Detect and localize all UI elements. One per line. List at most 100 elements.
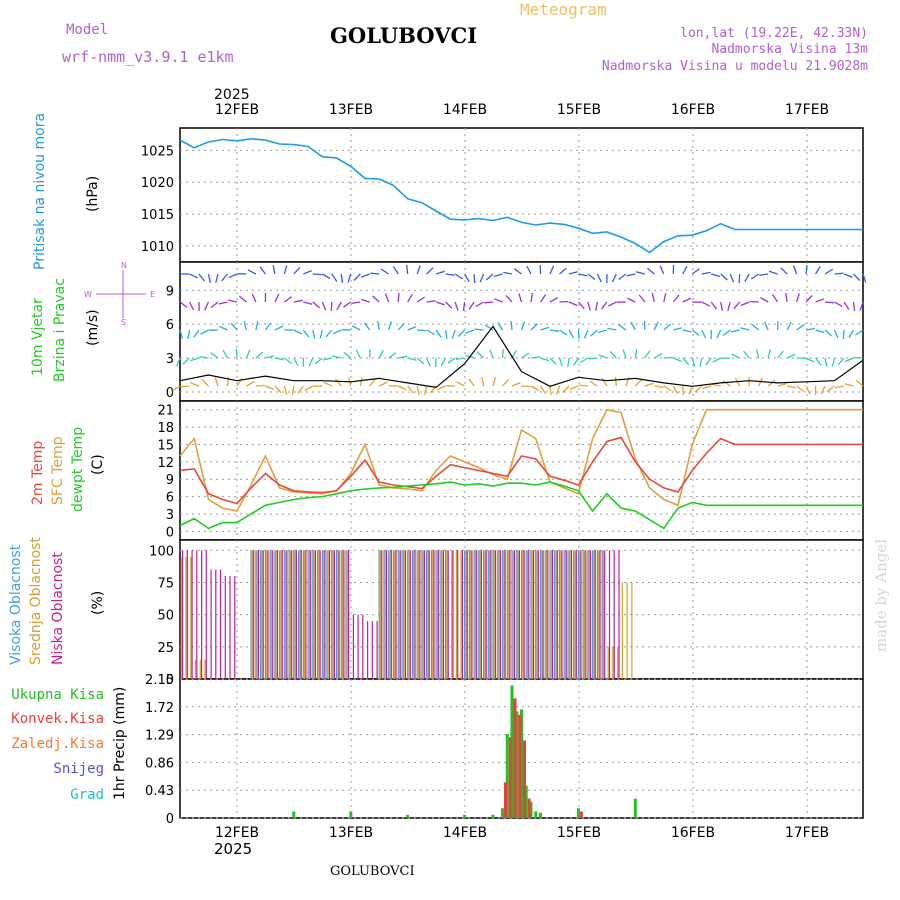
wind-arrow bbox=[343, 301, 352, 308]
wind-arrow bbox=[297, 385, 304, 394]
wind-arrow bbox=[505, 294, 513, 303]
wind-arrow bbox=[426, 300, 436, 303]
wind-arrow bbox=[426, 267, 434, 275]
temp2m-line bbox=[179, 436, 863, 505]
wind-arrow bbox=[831, 357, 836, 367]
cloud-ytick-label: 25 bbox=[157, 641, 174, 656]
wind-arrow bbox=[654, 385, 664, 388]
wind-arrow bbox=[372, 295, 380, 303]
wind-arrow bbox=[644, 382, 654, 387]
wind-arrow bbox=[481, 376, 485, 387]
wind-arrow bbox=[844, 383, 854, 387]
wind-arrow bbox=[578, 273, 588, 277]
wind-arrow bbox=[369, 378, 376, 387]
wind-arrow bbox=[222, 349, 229, 359]
wind-arrow bbox=[445, 301, 453, 309]
wind-arrow bbox=[204, 301, 210, 311]
wind-arrow bbox=[691, 329, 700, 337]
conv-rain-bar bbox=[504, 782, 507, 818]
bottom-day-label: 12FEB bbox=[215, 825, 259, 841]
wind-arrow bbox=[530, 292, 534, 303]
top-day-label: 15FEB bbox=[557, 102, 601, 118]
wind-arrow bbox=[590, 329, 598, 337]
wind-arrow bbox=[314, 357, 323, 365]
total-rain-bar bbox=[463, 814, 467, 818]
wind-arrow bbox=[218, 301, 228, 305]
wind-arrow bbox=[444, 329, 448, 339]
wind-arrow bbox=[207, 273, 211, 283]
wind-arrow bbox=[312, 273, 322, 276]
wind-arrow bbox=[768, 270, 778, 275]
temp-ytick-label: 9 bbox=[166, 473, 174, 488]
wind-arrow bbox=[492, 377, 497, 387]
wind-arrow bbox=[638, 294, 646, 303]
wind-ytick-label: 9 bbox=[166, 284, 174, 299]
wind-arrow bbox=[862, 273, 867, 283]
wind-arrow bbox=[699, 357, 703, 367]
wind-arrow bbox=[780, 267, 788, 275]
wind-arrow bbox=[853, 273, 861, 281]
wind-arrow bbox=[630, 321, 636, 331]
wind-arrow bbox=[218, 325, 228, 331]
wind-arrow bbox=[243, 321, 248, 331]
wind-arrow bbox=[771, 294, 779, 303]
total-rain-bar bbox=[292, 811, 296, 818]
wind-arrow bbox=[795, 293, 800, 303]
wind-arrow bbox=[179, 329, 184, 339]
model-elevation-text: Nadmorska Visina u modelu 21.9028m bbox=[602, 59, 868, 74]
wind-arrow bbox=[600, 301, 608, 310]
wind-arrow bbox=[465, 329, 475, 334]
wind-arrow bbox=[255, 321, 259, 331]
wind-arrow bbox=[378, 349, 384, 359]
wind-arrow bbox=[842, 329, 845, 340]
wind-arrow bbox=[388, 352, 397, 359]
wind-arrow bbox=[701, 329, 707, 339]
wind-arrow bbox=[235, 348, 238, 359]
wind-arrow bbox=[454, 301, 459, 311]
wind-ytick-label: 3 bbox=[166, 352, 174, 367]
wind-arrow bbox=[474, 328, 484, 331]
model-name: wrf-nmm_v3.9.1 e1km bbox=[62, 48, 234, 66]
precip-ytick-label: 0 bbox=[166, 812, 174, 827]
wind-arrow bbox=[742, 350, 750, 359]
precip-legend-frz: Zaledj.Kisa bbox=[11, 736, 104, 752]
total-rain-bar bbox=[510, 685, 514, 818]
wind-arrow bbox=[653, 353, 663, 359]
wind-arrow bbox=[238, 295, 247, 303]
total-rain-bar bbox=[491, 814, 495, 818]
wind-arrow bbox=[731, 353, 740, 359]
wind-arrow bbox=[230, 322, 238, 331]
wind-arrow bbox=[247, 269, 257, 275]
bottom-day-label: 16FEB bbox=[671, 825, 715, 841]
wind-arrow bbox=[502, 378, 509, 387]
conv-rain-bar bbox=[513, 698, 517, 818]
top-day-label: 16FEB bbox=[671, 102, 715, 118]
wind-arrow bbox=[607, 327, 617, 331]
top-day-label: 14FEB bbox=[443, 102, 487, 118]
wind-arrow bbox=[274, 325, 284, 331]
pressure-frame bbox=[179, 127, 864, 263]
wind-arrow bbox=[312, 329, 316, 339]
wind-arrow bbox=[308, 357, 314, 367]
wind-arrow bbox=[351, 325, 361, 331]
wind-arrow bbox=[539, 294, 547, 303]
wind-arrow bbox=[556, 385, 561, 395]
wind-arrow bbox=[447, 357, 456, 364]
wind-arrow bbox=[188, 301, 195, 311]
wind-arrow bbox=[755, 349, 760, 359]
wind-arrow bbox=[722, 329, 731, 337]
wind-arrow bbox=[740, 301, 750, 307]
wind-arrow bbox=[340, 273, 344, 283]
wind-arrow bbox=[435, 329, 442, 338]
wind-arrow bbox=[673, 357, 682, 363]
total-rain-bar bbox=[406, 814, 410, 818]
wind-arrow bbox=[245, 349, 251, 359]
wind-arrow bbox=[215, 273, 219, 283]
wind-arrow bbox=[489, 349, 494, 359]
wind-arrow bbox=[588, 357, 598, 360]
wind-arrow bbox=[549, 329, 559, 332]
wind-arrow bbox=[691, 357, 696, 367]
compass-s: S bbox=[121, 318, 126, 327]
wind-arrow bbox=[361, 273, 370, 278]
